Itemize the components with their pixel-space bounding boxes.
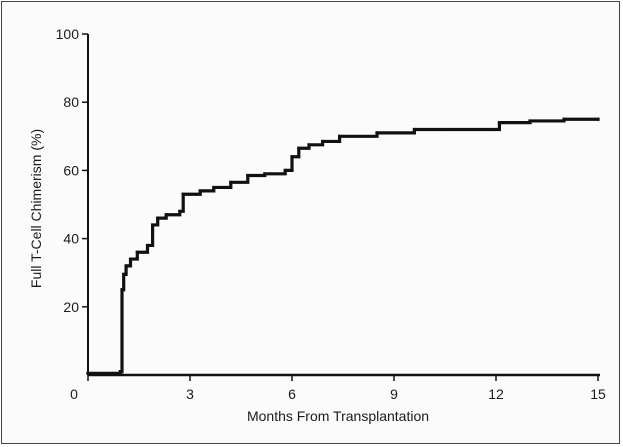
- x-tick-label: 12: [488, 386, 504, 402]
- data-point: [124, 264, 128, 268]
- data-point: [338, 134, 342, 138]
- data-point: [145, 243, 150, 248]
- point-marks: [86, 117, 600, 375]
- x-tick-label: 3: [186, 386, 194, 402]
- series-line: [86, 117, 600, 375]
- y-tick-label: 20: [63, 299, 79, 315]
- data-point: [491, 127, 495, 132]
- data-point: [321, 139, 325, 144]
- data-point: [128, 257, 133, 261]
- data-point: [178, 209, 182, 213]
- x-tick-label: 9: [390, 386, 398, 402]
- data-point: [596, 117, 600, 121]
- data-point: [246, 173, 250, 178]
- data-point: [290, 155, 294, 159]
- data-point: [135, 250, 139, 254]
- y-tick-label: 40: [63, 231, 79, 247]
- data-point: [412, 127, 416, 132]
- data-point: [122, 272, 126, 277]
- data-point: [181, 192, 185, 196]
- x-tick-label: 15: [590, 386, 606, 402]
- data-point: [307, 143, 311, 147]
- data-point: [120, 288, 124, 292]
- x-ticks: 0 3 6 9 12 15: [70, 375, 606, 402]
- axes: [87, 34, 600, 377]
- data-point: [156, 216, 160, 220]
- data-point: [375, 131, 379, 135]
- data-point: [443, 127, 447, 132]
- data-point: [212, 185, 216, 190]
- x-tick-label: 6: [288, 386, 296, 402]
- data-point: [497, 121, 501, 125]
- data-point: [263, 172, 267, 176]
- y-ticks: 20 40 60 80 100: [56, 26, 88, 315]
- y-tick-label: 80: [63, 94, 79, 110]
- y-tick-label: 60: [63, 162, 79, 178]
- x-tick-label: 0: [70, 386, 78, 402]
- data-point: [562, 117, 566, 121]
- data-point: [528, 119, 532, 123]
- y-tick-label: 100: [56, 26, 80, 42]
- x-axis-title: Months From Transplantation: [247, 408, 429, 424]
- data-point: [297, 146, 301, 150]
- data-point: [229, 180, 233, 184]
- data-point: [283, 168, 287, 172]
- y-axis-title: Full T-Cell Chimerism (%): [28, 129, 44, 288]
- data-point: [151, 223, 155, 227]
- data-point: [118, 369, 122, 374]
- data-point: [86, 371, 90, 375]
- data-point: [164, 213, 168, 217]
- data-point: [198, 189, 202, 193]
